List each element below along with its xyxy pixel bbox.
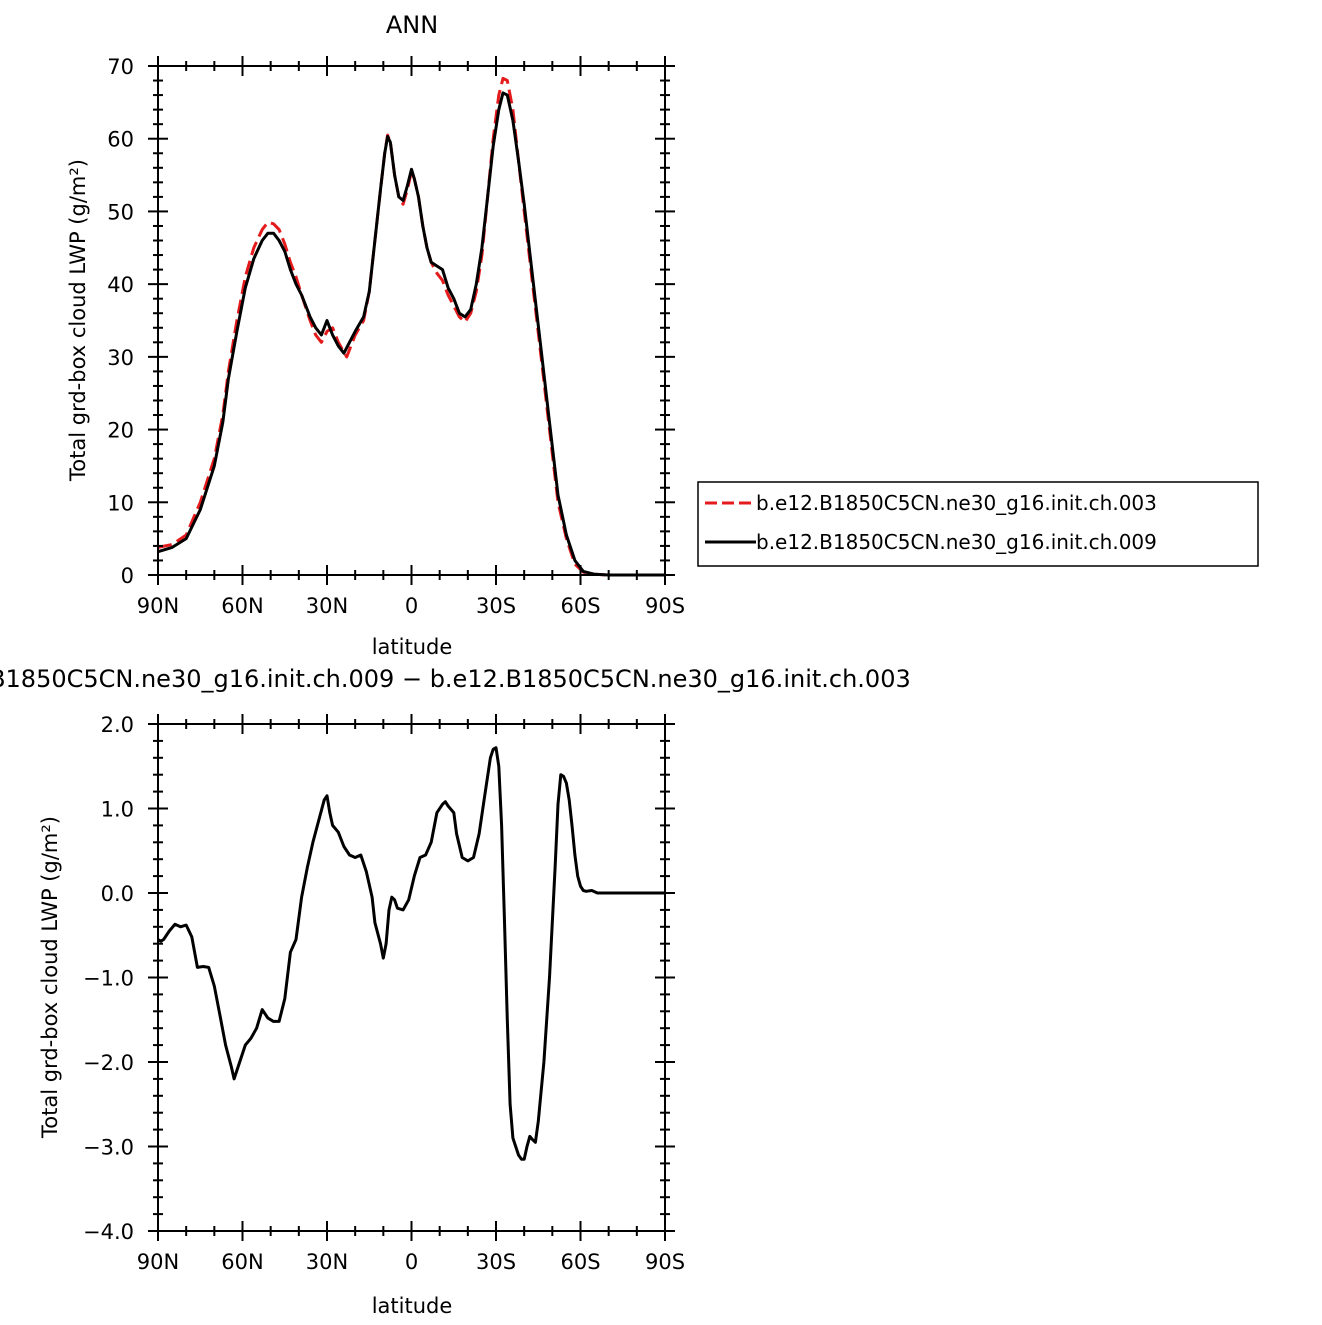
top-chart: ANN 90N 60N 30N 0 30S 60S 90S 0 10 20 30 40 50 60 70 T… (66, 11, 1259, 659)
top-x-tick-label: 30N (306, 594, 348, 618)
bottom-y-tick-label: 2.0 (101, 713, 134, 737)
bottom-x-tick-label: 90S (645, 1250, 685, 1274)
bottom-y-tick-label: −1.0 (83, 967, 134, 991)
bottom-series-line-1 (157, 746, 665, 1161)
top-series-line-2 (157, 91, 665, 577)
bottom-y-tick-label: −2.0 (83, 1051, 134, 1075)
bottom-chart-ylabel: Total grd-box cloud LWP (g/m²) (38, 816, 62, 1139)
top-x-tick-label: 90S (645, 594, 685, 618)
top-chart-ylabel: Total grd-box cloud LWP (g/m²) (66, 159, 90, 482)
bottom-chart-title: b.e12.B1850C5CN.ne30_g16.init.ch.009 − b… (0, 665, 911, 693)
top-chart-title: ANN (386, 11, 438, 39)
top-y-tick-label: 10 (107, 491, 134, 515)
top-x-tick-label: 0 (405, 594, 418, 618)
top-chart-legend: b.e12.B1850C5CN.ne30_g16.init.ch.003 b.e… (697, 481, 1259, 567)
bottom-chart-xlabel: latitude (372, 1294, 453, 1318)
top-chart-axes: 90N 60N 30N 0 30S 60S 90S 0 10 20 30 40 50 60 70 (107, 55, 685, 618)
top-x-tick-label: 90N (137, 594, 179, 618)
bottom-plot-frame (157, 723, 666, 1232)
top-y-tick-label: 70 (107, 55, 134, 79)
bottom-x-tick-label: 30N (306, 1250, 348, 1274)
legend-label-series-2: b.e12.B1850C5CN.ne30_g16.init.ch.009 (756, 530, 1157, 554)
legend-box (697, 481, 1259, 567)
top-chart-xlabel: latitude (372, 635, 453, 659)
bottom-x-tick-label: 90N (137, 1250, 179, 1274)
top-y-tick-label: 0 (121, 564, 134, 588)
top-x-tick-label: 30S (476, 594, 516, 618)
top-y-tick-label: 50 (107, 200, 134, 224)
top-chart-series-group (157, 76, 665, 577)
bottom-x-tick-label: 0 (405, 1250, 418, 1274)
bottom-chart-series-group (157, 746, 665, 1161)
top-y-tick-label: 30 (107, 346, 134, 370)
top-x-tick-label: 60S (560, 594, 600, 618)
top-x-tick-label: 60N (221, 594, 263, 618)
bottom-y-tick-label: −3.0 (83, 1136, 134, 1160)
top-y-tick-label: 40 (107, 273, 134, 297)
bottom-y-tick-label: −4.0 (83, 1220, 134, 1244)
bottom-x-tick-label: 30S (476, 1250, 516, 1274)
top-plot-frame (157, 65, 666, 576)
bottom-x-tick-label: 60N (221, 1250, 263, 1274)
bottom-y-tick-label: 1.0 (101, 798, 134, 822)
legend-label-series-1: b.e12.B1850C5CN.ne30_g16.init.ch.003 (756, 491, 1157, 515)
bottom-x-tick-label: 60S (560, 1250, 600, 1274)
top-y-tick-label: 60 (107, 128, 134, 152)
bottom-y-tick-label: 0.0 (101, 882, 134, 906)
top-series-line-1 (157, 76, 665, 577)
bottom-chart: b.e12.B1850C5CN.ne30_g16.init.ch.009 − b… (0, 665, 911, 1318)
bottom-chart-axes: 90N 60N 30N 0 30S 60S 90S −4.0 −3.0 −2.0 −1.0 0.0 1.… (83, 713, 685, 1274)
top-y-tick-label: 20 (107, 419, 134, 443)
